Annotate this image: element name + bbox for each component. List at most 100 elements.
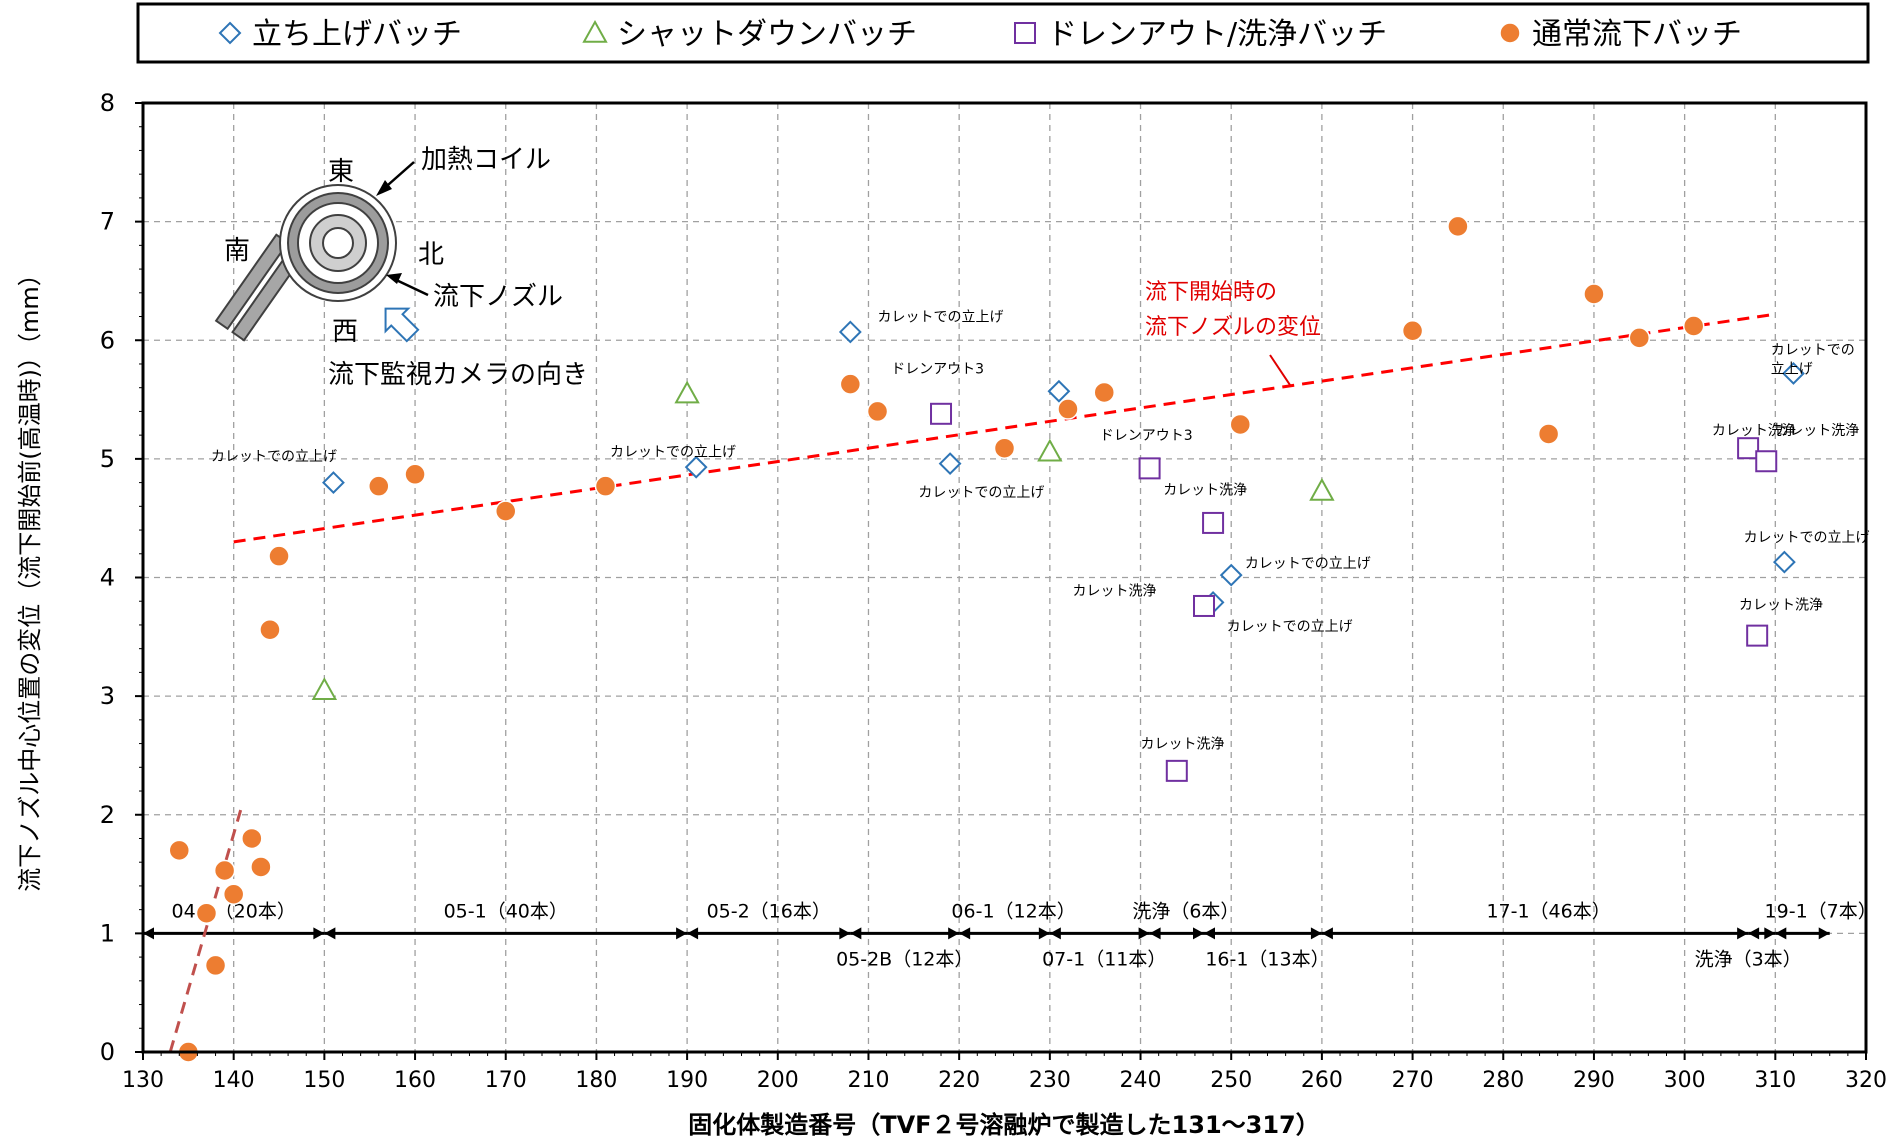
data-point-circle [1583,283,1605,305]
campaign-arrowhead-left [687,927,699,940]
campaign-arrowhead-right [1310,927,1322,940]
x-tick-label: 230 [1029,1068,1071,1093]
data-point-circle [1682,315,1705,337]
data-point-diamond [1772,550,1796,574]
point-annotation: カレット洗浄 [1775,423,1859,439]
legend-marker-diamond [218,21,242,45]
data-point-circle [268,545,290,567]
data-point-diamond [322,471,345,495]
y-tick-label: 5 [100,445,115,473]
legend-label: 通常流下バッチ [1532,17,1742,52]
data-point-square [1165,759,1188,782]
campaign-arrowhead-right [839,927,851,940]
trend-label-line-1: 流下開始時の [1145,280,1277,305]
campaign-arrowhead-right [948,927,960,940]
campaign-arrowhead-right [676,927,688,940]
x-tick-label: 300 [1664,1068,1706,1093]
data-point-square [1737,437,1760,460]
point-annotation: 立上げ [1771,361,1813,377]
campaign-span-label: 05-2（16本） [707,900,831,922]
x-tick-label: 260 [1301,1068,1343,1093]
campaign-arrowhead-right [1138,927,1150,940]
data-points [168,215,1805,1063]
trendlines [168,312,1776,1053]
point-annotation: カレットでの立上げ [1227,619,1353,635]
data-point-triangle [1309,477,1335,501]
campaign-arrowhead-right [313,927,325,940]
point-annotations: カレットでの立上げ カレットでの立上げカレットでの立上げドレンアウト3カレットでの… [211,309,1870,752]
point-annotation: ドレンアウト3 [891,361,984,377]
x-tick-label: 280 [1482,1068,1524,1093]
data-point-triangle [674,380,700,404]
x-tick-label: 190 [666,1068,708,1093]
trend-label-line-2: 流下ノズルの変位 [1145,315,1321,340]
point-annotation: カレット洗浄 [1163,482,1247,498]
campaign-arrowhead-left [1775,927,1787,940]
campaign-arrowhead-left [850,927,862,940]
campaign-span-label: 19-1（7本） [1765,900,1877,922]
campaign-span-label: 17-1（46本） [1486,900,1610,922]
x-axis-title: 固化体製造番号（TVF２号溶融炉で製造した131～317） [688,1111,1320,1139]
x-tick-label: 240 [1120,1068,1162,1093]
data-point-triangle [1037,438,1063,462]
x-tick-label: 200 [757,1068,799,1093]
campaign-arrowhead-left [1049,927,1061,940]
data-point-diamond [938,452,962,476]
trendline [168,802,245,1053]
data-point-circle [1628,327,1651,349]
data-point-circle [241,827,263,850]
data-point-square [1193,594,1216,617]
data-point-circle [168,839,191,862]
x-tick-label: 210 [847,1068,889,1093]
x-tick-label: 220 [938,1068,980,1093]
y-tick-label: 0 [100,1038,115,1066]
y-tick-label: 4 [100,564,115,592]
point-annotation: カレット洗浄 [1073,583,1157,599]
data-point-square [1746,624,1769,647]
campaign-arrowhead-right [1737,927,1749,940]
campaign-arrowhead-left [1204,927,1216,940]
x-tick-label: 150 [303,1068,345,1093]
data-point-square [930,402,953,425]
y-axis-title: 流下ノズル中心位置の変位（流下開始前(高温時)）（mm） [16,262,44,891]
legend-marker-square [1014,22,1036,44]
campaign-arrowhead-left [143,927,154,940]
campaign-span-label: 06-1（12本） [951,900,1075,922]
campaign-arrowhead-left [1748,927,1760,940]
campaign-span-label: 05-1（40本） [444,900,568,922]
direction-north: 北 [418,240,444,270]
x-tick-label: 170 [485,1068,527,1093]
data-point-circle [594,475,617,497]
x-tick-label: 140 [213,1068,255,1093]
point-annotation: カレットでの立上げ [610,445,736,461]
data-point-circle [368,475,390,497]
data-point-diamond [1047,379,1071,403]
legend-label: ドレンアウト/洗浄バッチ [1047,17,1387,52]
legend-marker-circle [1499,22,1521,44]
data-point-diamond [1219,563,1243,587]
data-point-circle [1401,320,1424,342]
data-point-circle [213,859,236,882]
y-tick-label: 6 [100,326,115,354]
point-annotation: カレットでの立上げ [918,485,1044,501]
direction-east: 東 [328,157,354,187]
camera-direction-arrow-icon [384,307,420,343]
data-point-square [1138,457,1161,480]
point-annotation: カレット洗浄 [1739,598,1823,614]
data-point-circle [1093,381,1116,404]
data-point-circle [250,856,272,878]
data-point-circle [204,954,227,977]
data-point-triangle [311,677,338,700]
point-annotation: カレットでの立上げ [1744,530,1870,546]
y-tick-label: 3 [100,682,115,710]
point-annotation: カレットでの立上げ [878,309,1004,325]
campaign-span-label: 16-1（13本） [1205,948,1329,970]
legend-label: シャットダウンバッチ [617,17,917,52]
campaign-arrowhead-right [1193,927,1205,940]
point-annotation: カレット洗浄 [1712,423,1796,439]
data-point-square [1755,450,1778,473]
campaign-arrowhead-right [1818,927,1830,940]
coil-label: 加熱コイル [421,145,551,175]
nozzle-orientation-inset: 東 南 北 西 加熱コイル 流下ノズル 流下監視カメラの向き [214,145,588,390]
